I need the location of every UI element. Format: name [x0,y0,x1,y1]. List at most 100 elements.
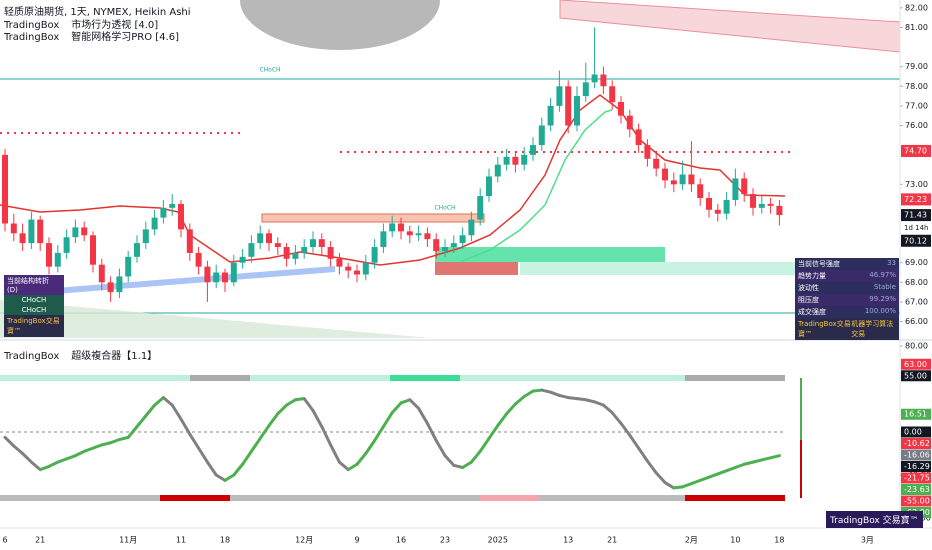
candle-body [266,233,272,244]
x-tick-label: 23 [440,536,450,545]
oscillator-segment [513,395,526,406]
oscillator-segment [320,425,333,447]
candle-body [653,158,660,169]
y-tick-label: 69.00 [905,258,928,267]
table-label: 趋势力量 [798,272,826,280]
annotation: CHoCH [259,67,280,74]
oscillator-segment [390,401,403,415]
oscillator-segment [82,446,95,453]
candle-body [239,256,246,263]
candle-body [512,156,519,165]
candle-body [134,243,140,257]
candle-body [371,247,378,263]
oscillator-segment [12,444,25,456]
oscillator-segment [276,403,289,416]
price-tag-label: 71.43 [904,211,927,220]
candle-body [688,174,695,185]
oscillator-segment [170,403,183,421]
candle-body [195,252,202,267]
oscillator-segment [179,417,192,436]
x-tick-label: 3月 [861,536,874,545]
oscillator-segment [619,421,632,437]
table-title: 当前结构转折 (D) [4,275,64,295]
value-tag [901,408,931,420]
candle-body [19,233,26,244]
candle-body [459,235,466,244]
annotation: CHoCH [434,205,455,212]
candle-body [670,180,677,185]
candle-body [565,86,572,126]
y-tick-label: 73.00 [905,180,928,189]
candle-body [521,154,528,165]
oscillator-segment [707,472,720,479]
y-tick-label: 82.00 [905,3,928,12]
candle-body [477,196,484,220]
x-tick-label: 18 [220,536,230,545]
candle-body [248,243,255,257]
table-cell: CHoCH [4,295,64,305]
signal-strip [390,375,460,381]
table-row: 当前信号强度 33 [795,258,899,270]
oscillator-segment [205,460,218,477]
symbol-title: 轻质原油期货, 1天, NYMEX, Heikin Ashi [4,7,191,18]
oscillator-segment [241,449,253,466]
candle-body [169,203,176,208]
x-tick-label: 21 [35,536,45,545]
candle-body [635,129,642,146]
oscillator-segment [698,475,711,482]
oscillator-segment [355,452,368,466]
oscillator-segment [645,459,658,475]
signal-strip [160,495,230,501]
candle-body [345,266,352,271]
value-tag-label: -21.75 [904,474,930,483]
candle-body [213,272,220,283]
oscillator-segment [478,436,491,453]
table-label: 波动性 [798,284,819,292]
gauge [800,440,802,498]
oscillator-segment [188,432,201,450]
candle-body [222,272,228,283]
candle-body [750,194,756,208]
oscillator-segment [425,421,438,443]
structure-table: 当前结构转折 (D) CHoCH CHoCH TradingBox交易寶™ [4,275,64,337]
candle-body [362,262,369,275]
x-tick-label: 12月 [295,536,313,545]
x-tick-label: 21 [607,536,617,545]
candle-body [697,184,704,199]
candle-body [574,96,580,126]
y-tick-label: 66.00 [905,317,928,326]
oscillator-segment [742,460,755,466]
value-tag-label: -55.00 [904,497,930,506]
table-label: 成交强度 [798,308,826,316]
oscillator-segment [628,433,641,450]
candle-body [54,252,61,267]
oscillator-segment [399,398,412,405]
value-tag [901,370,931,382]
candle-body [72,227,79,238]
support-line [459,109,613,263]
x-tick-label: 11 [176,536,186,545]
value-tag [901,495,931,507]
candle-body [398,223,404,232]
arc-zone [240,0,440,50]
oscillator-segment [91,443,104,450]
zone [435,262,518,275]
oscillator-segment [469,449,482,464]
oscillator-segment [56,457,69,464]
x-tick-label: 2025 [488,536,508,545]
signal-strip [0,495,785,501]
candle-body [389,223,396,232]
oscillator-segment [637,446,649,463]
oscillator-segment [434,439,447,458]
signal-strip [685,495,785,501]
y-tick-label: 76.00 [905,121,928,130]
price-tag-label: 70.12 [904,236,927,245]
candle-body [160,207,167,218]
candle-body [538,125,545,146]
value-tag-label: -16.29 [904,462,930,471]
oscillator-segment [346,462,359,472]
candle-body [758,203,765,208]
candle-body [292,252,299,259]
y-tick-label: 68.00 [905,278,928,287]
signal-strip [685,375,785,381]
